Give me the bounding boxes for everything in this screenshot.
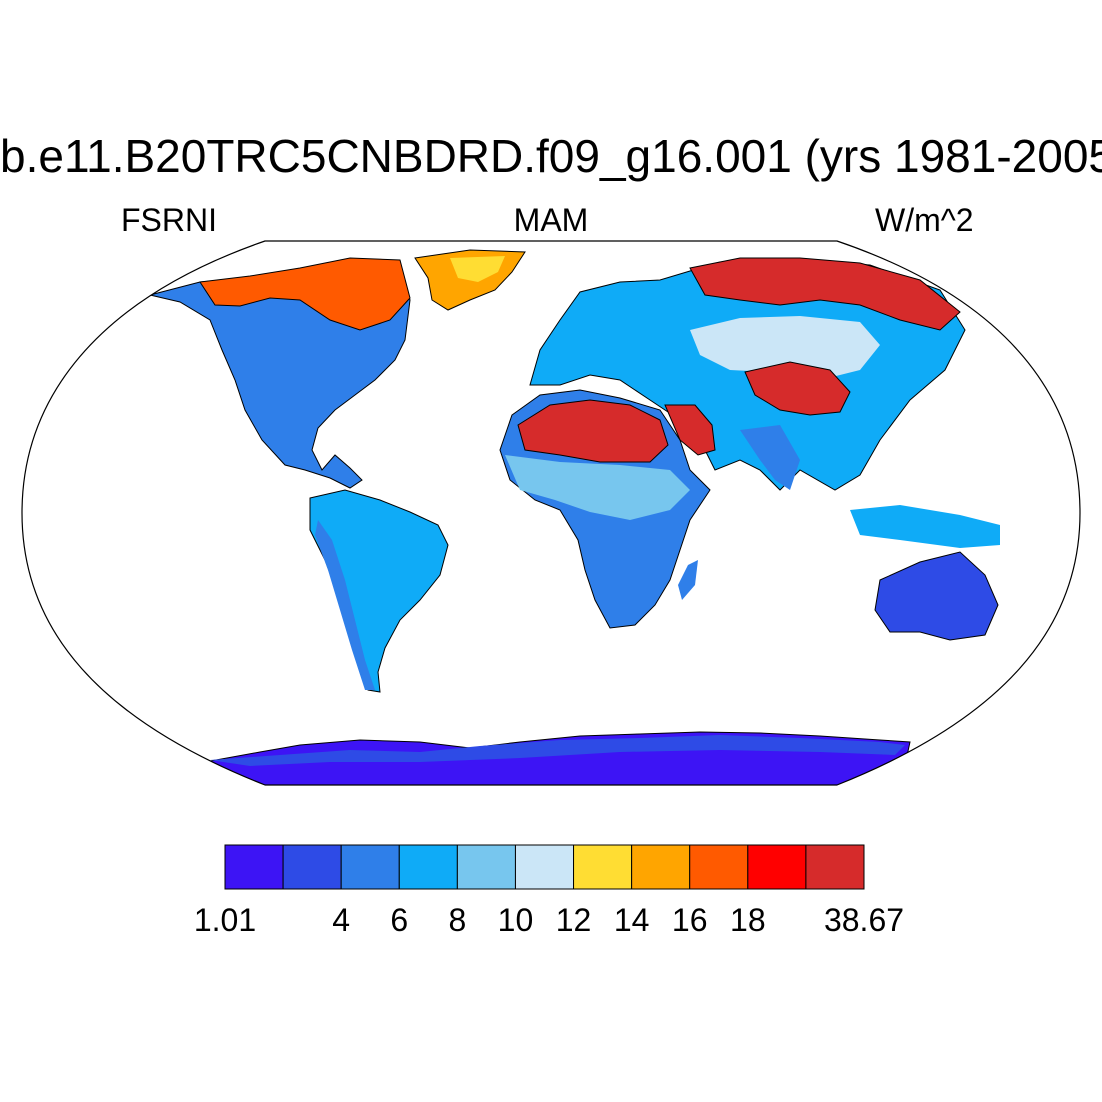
- colorbar-labels: 1.01 4 6 8 10 12 14 16 18 38.67: [194, 902, 904, 938]
- colorbar-label: 4: [332, 902, 350, 938]
- colorbar-box: [805, 844, 865, 890]
- variable-name: FSRNI: [121, 202, 217, 238]
- greenland-interior: [450, 256, 505, 282]
- central-asia: [690, 316, 880, 380]
- colorbar-label: 6: [390, 902, 408, 938]
- madagascar: [678, 560, 698, 600]
- sahel: [505, 455, 690, 520]
- canada-arctic: [199, 257, 411, 331]
- colorbar-label: 1.01: [194, 902, 256, 938]
- colorbar-label: 10: [498, 902, 534, 938]
- gobi: [744, 361, 851, 416]
- colorbar-box: [224, 844, 284, 890]
- plot-title: b.e11.B20TRC5CNBDRD.f09_g16.001 (yrs 198…: [0, 130, 1102, 182]
- sahara: [517, 399, 669, 463]
- map-border: [21, 240, 1081, 786]
- map-fields: [149, 249, 1000, 785]
- colorbar-label: 8: [448, 902, 466, 938]
- colorbar-label: 14: [614, 902, 650, 938]
- colorbar-box: [573, 844, 633, 890]
- south-america-andes: [315, 520, 375, 690]
- colorbar-box: [514, 844, 575, 890]
- siberia: [689, 257, 961, 331]
- colorbar-box: [747, 844, 807, 890]
- maritime-continent: [850, 505, 1000, 548]
- colorbar-label: 16: [672, 902, 708, 938]
- colorbar-box: [340, 844, 400, 890]
- colorbar-boxes: [224, 844, 865, 890]
- colorbar-label: 18: [730, 902, 766, 938]
- colorbar-label: 38.67: [824, 902, 904, 938]
- season-label: MAM: [513, 202, 589, 238]
- colorbar-box: [398, 844, 458, 890]
- colorbar-box: [631, 844, 691, 890]
- units-label: W/m^2: [875, 202, 974, 238]
- colorbar-box: [456, 844, 516, 890]
- south-asia: [740, 425, 800, 490]
- colorbar-box: [689, 844, 749, 890]
- australia: [874, 551, 999, 641]
- colorbar-label: 12: [556, 902, 592, 938]
- colorbar-box: [282, 844, 342, 890]
- antarctica-coast: [210, 735, 905, 766]
- arabia: [664, 404, 716, 456]
